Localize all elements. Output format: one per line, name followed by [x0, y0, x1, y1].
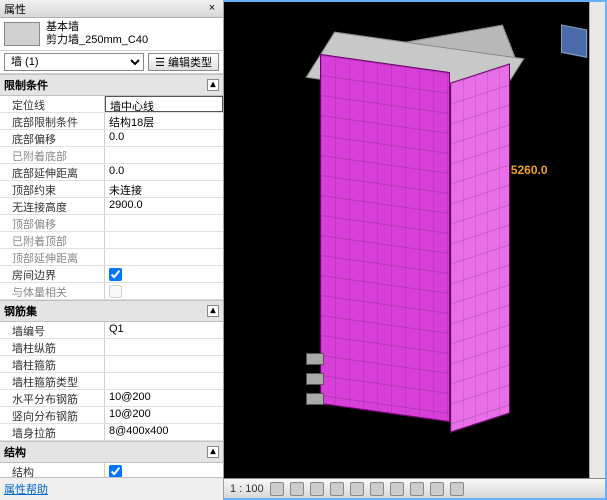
- group-structural[interactable]: 结构 ▴: [0, 441, 223, 463]
- type-name: 剪力墙_250mm_C40: [46, 34, 148, 47]
- prop-value[interactable]: 墙中心线: [105, 96, 223, 112]
- lock-icon[interactable]: [410, 482, 424, 496]
- crop-icon[interactable]: [370, 482, 384, 496]
- collapse-icon[interactable]: ▴: [207, 305, 219, 317]
- edit-type-icon: ☰: [155, 56, 165, 69]
- type-text: 基本墙 剪力墙_250mm_C40: [46, 21, 148, 47]
- 3d-viewport[interactable]: 5260.0 1 : 100: [224, 0, 607, 500]
- 3d-scene: 5260.0: [224, 2, 605, 498]
- prop-label: 定位线: [0, 96, 105, 112]
- group-rebar[interactable]: 钢筋集 ▴: [0, 300, 223, 322]
- properties-help-link[interactable]: 属性帮助: [0, 477, 223, 500]
- edit-type-label: 编辑类型: [168, 54, 212, 70]
- close-icon[interactable]: ×: [205, 2, 219, 16]
- type-selector[interactable]: 基本墙 剪力墙_250mm_C40: [0, 18, 223, 51]
- shadows-icon[interactable]: [330, 482, 344, 496]
- filter-select[interactable]: 墙 (1): [4, 53, 144, 71]
- detail-level-icon[interactable]: [270, 482, 284, 496]
- hide-icon[interactable]: [430, 482, 444, 496]
- property-grid: 限制条件 ▴ 定位线墙中心线 底部限制条件结构18层 底部偏移0.0 已附着底部…: [0, 74, 223, 477]
- sun-path-icon[interactable]: [310, 482, 324, 496]
- scale-label[interactable]: 1 : 100: [230, 483, 264, 495]
- group-constraints[interactable]: 限制条件 ▴: [0, 74, 223, 96]
- render-icon[interactable]: [350, 482, 364, 496]
- mass-related-checkbox: [105, 283, 223, 299]
- room-bounding-checkbox[interactable]: [105, 266, 223, 282]
- type-family: 基本墙: [46, 21, 148, 34]
- filter-row: 墙 (1) ☰ 编辑类型: [0, 51, 223, 74]
- structural-checkbox[interactable]: [105, 463, 223, 477]
- collapse-icon[interactable]: ▴: [207, 79, 219, 91]
- properties-panel: 属性 × 基本墙 剪力墙_250mm_C40 墙 (1) ☰ 编辑类型 限制条件…: [0, 0, 224, 500]
- crop-region-icon[interactable]: [390, 482, 404, 496]
- view-control-bar: 1 : 100: [224, 478, 605, 498]
- panel-header: 属性 ×: [0, 0, 223, 18]
- dimension-text: 5260.0: [511, 163, 548, 177]
- edit-type-button[interactable]: ☰ 编辑类型: [148, 53, 219, 71]
- panel-title: 属性: [4, 1, 26, 17]
- building-model[interactable]: 5260.0: [300, 33, 530, 443]
- collapse-icon[interactable]: ▴: [207, 446, 219, 458]
- type-swatch: [4, 22, 40, 46]
- vertical-scrollbar[interactable]: [589, 2, 605, 478]
- reveal-icon[interactable]: [450, 482, 464, 496]
- visual-style-icon[interactable]: [290, 482, 304, 496]
